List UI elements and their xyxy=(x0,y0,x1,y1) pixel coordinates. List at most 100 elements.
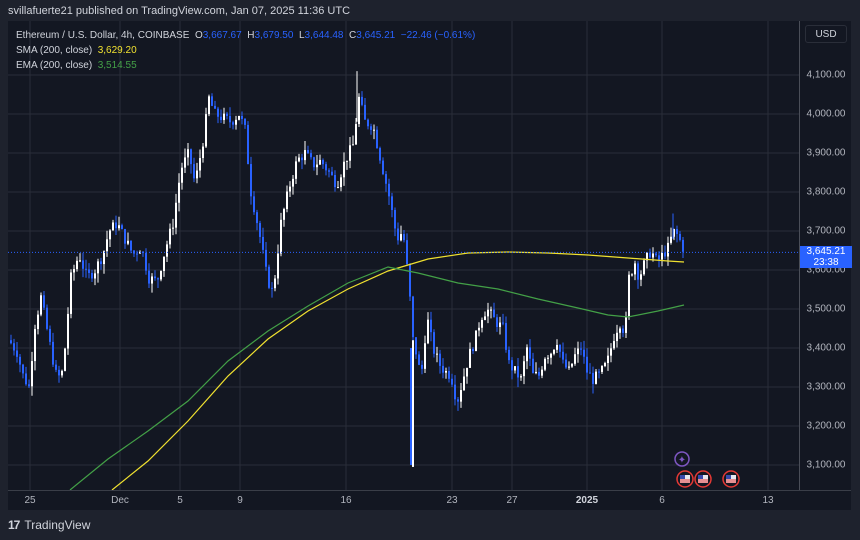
candle-body xyxy=(556,344,558,350)
candle-body xyxy=(10,340,12,344)
candle-body xyxy=(526,347,528,362)
candle-body xyxy=(418,354,420,365)
time-tick: 25 xyxy=(24,495,36,506)
candle-body xyxy=(100,261,102,265)
time-axis[interactable]: 25 Dec 5 9 16 23 27 2025 6 13 xyxy=(8,490,851,511)
candle-body xyxy=(472,348,474,352)
candle-body xyxy=(430,319,432,333)
candle-body xyxy=(172,227,174,229)
candle-body xyxy=(70,272,72,314)
candle-body xyxy=(373,129,375,131)
candle-body xyxy=(628,274,630,317)
candle-body xyxy=(238,115,240,120)
candle-body xyxy=(649,252,651,258)
candle-body xyxy=(643,260,645,275)
candle-body xyxy=(91,272,93,279)
candle-body xyxy=(652,253,654,258)
candle-body xyxy=(187,149,189,158)
candle-body xyxy=(61,370,63,376)
candle-body xyxy=(226,113,228,116)
symbol-name[interactable]: Ethereum / U.S. Dollar, 4h, COINBASE xyxy=(16,30,190,41)
candle-body xyxy=(571,363,573,367)
candle-body xyxy=(349,145,351,161)
candle-body xyxy=(622,328,624,333)
candle-body xyxy=(328,170,330,172)
time-tick: 9 xyxy=(237,495,243,506)
candle-body xyxy=(58,369,60,376)
candle-body xyxy=(166,244,168,257)
candle-body xyxy=(538,371,540,376)
candle-body xyxy=(109,230,111,240)
candle-body xyxy=(205,114,207,147)
candle-body xyxy=(262,236,264,250)
candle-body xyxy=(529,347,531,359)
chart-plot-area[interactable]: ✦ Ethereum / U.S. Dollar, 4h, COINBASE O… xyxy=(8,21,799,490)
last-price-label: 3,645.21 23:38 xyxy=(800,246,852,269)
price-tick: 4,100.00 xyxy=(806,69,846,81)
candle-body xyxy=(13,343,15,351)
candle-body xyxy=(388,183,390,197)
chart-legend: Ethereum / U.S. Dollar, 4h, COINBASE O3,… xyxy=(16,28,475,73)
candle-body xyxy=(460,390,462,402)
candle-body xyxy=(244,118,246,125)
candle-body xyxy=(22,364,24,374)
candle-body xyxy=(613,341,615,349)
sma-legend-row[interactable]: SMA (200, close) 3,629.20 xyxy=(16,43,475,58)
candle-body xyxy=(601,366,603,372)
candle-body xyxy=(82,260,84,269)
candle-body xyxy=(277,253,279,279)
candle-body xyxy=(307,150,309,154)
candle-body xyxy=(145,252,147,271)
candle-body xyxy=(193,164,195,179)
candle-body xyxy=(445,370,447,373)
candle-body xyxy=(439,353,441,366)
price-axis[interactable]: USD 4,100.00 4,000.00 3,900.00 3,800.00 3,70… xyxy=(799,21,852,490)
candle-body xyxy=(499,322,501,327)
candle-body xyxy=(376,129,378,149)
candle-body xyxy=(505,323,507,350)
ema-legend-row[interactable]: EMA (200, close) 3,514.55 xyxy=(16,58,475,73)
candle-body xyxy=(574,354,576,364)
candle-body xyxy=(577,348,579,355)
currency-button[interactable]: USD xyxy=(805,25,847,43)
candle-body xyxy=(433,332,435,354)
candle-body xyxy=(163,256,165,271)
candle-body xyxy=(250,164,252,197)
candle-body xyxy=(448,370,450,379)
chart-frame: ✦ Ethereum / U.S. Dollar, 4h, COINBASE O… xyxy=(8,21,852,511)
candle-body xyxy=(583,349,585,357)
time-tick: 5 xyxy=(177,495,183,506)
time-tick: 23 xyxy=(446,495,458,506)
candle-body xyxy=(112,222,114,231)
price-tick: 3,900.00 xyxy=(806,147,846,159)
candle-body xyxy=(340,177,342,188)
candle-body xyxy=(115,222,117,229)
candle-body xyxy=(97,261,99,274)
candle-body xyxy=(496,317,498,327)
candle-body xyxy=(580,348,582,350)
tradingview-branding[interactable]: 17 TradingView xyxy=(8,518,90,532)
candle-body xyxy=(421,364,423,369)
candle-body xyxy=(619,328,621,333)
candle-body xyxy=(517,366,519,378)
candle-body xyxy=(442,365,444,373)
time-tick: 27 xyxy=(506,495,518,506)
candle-body xyxy=(385,174,387,184)
time-tick: 16 xyxy=(340,495,352,506)
candle-body xyxy=(502,322,504,324)
candle-body xyxy=(40,295,42,315)
candle-body xyxy=(646,252,648,261)
candle-body xyxy=(196,170,198,179)
candle-body xyxy=(676,228,678,234)
candle-body xyxy=(268,266,270,288)
candle-body xyxy=(259,223,261,237)
candle-body xyxy=(655,253,657,256)
time-tick: Dec xyxy=(111,495,129,506)
brand-name: TradingView xyxy=(24,518,91,532)
candle-body xyxy=(478,327,480,331)
candle-body xyxy=(451,378,453,385)
candle-body xyxy=(76,260,78,270)
candle-body xyxy=(625,316,627,333)
candle-body xyxy=(241,115,243,119)
candle-body xyxy=(535,371,537,374)
